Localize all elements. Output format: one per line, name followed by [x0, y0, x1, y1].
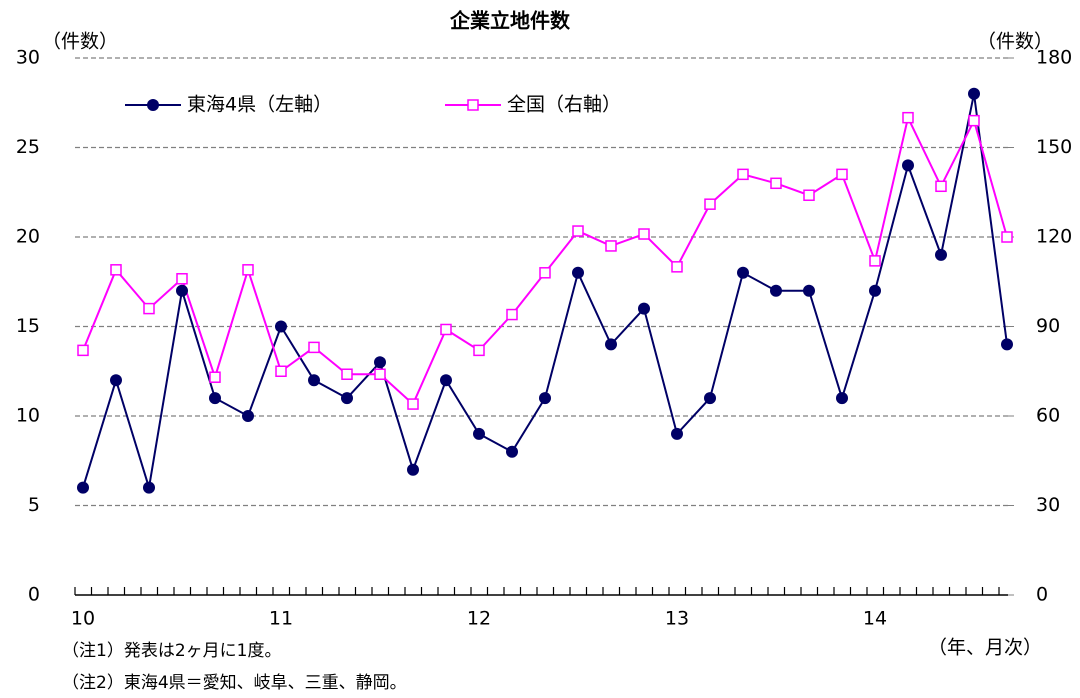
point [605, 240, 617, 252]
point [671, 427, 683, 440]
point [638, 228, 650, 240]
point [242, 264, 254, 276]
point [671, 261, 683, 273]
note: （注1）発表は2ヶ月に1度。 [62, 641, 281, 661]
series-line [82, 93, 1008, 488]
point [737, 266, 749, 279]
x-tick-label: 11 [269, 608, 293, 630]
x-tick-label: 13 [665, 608, 689, 630]
point [737, 168, 749, 181]
point [1001, 338, 1013, 351]
point [539, 392, 551, 405]
point [275, 320, 287, 333]
point [539, 267, 551, 279]
y2-tick-label: 150 [1036, 136, 1072, 158]
point [506, 445, 518, 458]
point [803, 189, 815, 201]
point [902, 159, 914, 172]
point [176, 273, 188, 285]
series-line [82, 114, 1008, 406]
y2-tick-label: 60 [1036, 405, 1060, 427]
point [704, 392, 716, 405]
point [1001, 231, 1013, 243]
point [341, 392, 353, 405]
point [143, 481, 155, 494]
point [770, 177, 782, 190]
legend-label: 東海4県（左軸） [187, 94, 332, 116]
point [176, 284, 188, 297]
point [803, 284, 815, 297]
point [605, 338, 617, 351]
point [704, 198, 716, 210]
y-axis-label: （件数） [42, 31, 118, 53]
point [110, 264, 122, 276]
y-tick-label: 25 [16, 136, 40, 158]
y-tick-label: 5 [28, 494, 40, 516]
point [869, 255, 881, 267]
point [968, 87, 980, 100]
x-tick-label: 14 [863, 608, 887, 630]
point [77, 344, 89, 357]
y2-tick-label: 120 [1036, 226, 1072, 248]
point [374, 368, 386, 380]
point [902, 111, 914, 124]
point [77, 481, 89, 494]
y-tick-label: 30 [16, 47, 40, 69]
y-tick-label: 0 [28, 584, 40, 606]
legend-label: 全国（右軸） [507, 94, 621, 116]
y2-axis-label: （件数） [977, 31, 1053, 53]
point [473, 427, 485, 440]
x-tick-label: 10 [71, 608, 95, 630]
y-tick-label: 10 [16, 405, 40, 427]
point [407, 463, 419, 476]
x-axis-label: （年、月次） [928, 637, 1042, 659]
point [147, 99, 159, 111]
point [968, 114, 980, 127]
point [209, 371, 221, 383]
point [935, 248, 947, 261]
point [467, 99, 479, 111]
point [440, 374, 452, 387]
y-tick-label: 20 [16, 226, 40, 248]
point [110, 374, 122, 387]
point [572, 225, 584, 237]
point [935, 180, 947, 193]
y2-tick-label: 30 [1036, 494, 1060, 516]
point [209, 392, 221, 405]
point [374, 356, 386, 369]
point [143, 302, 155, 315]
point [341, 368, 353, 380]
point [506, 308, 518, 321]
point [770, 284, 782, 297]
note: （注2）東海4県＝愛知、岐阜、三重、静岡。 [62, 673, 407, 693]
point [275, 365, 287, 377]
chart-title: 企業立地件数 [449, 9, 571, 33]
x-tick-label: 12 [467, 608, 491, 630]
point [308, 374, 320, 387]
point [638, 302, 650, 315]
y2-tick-label: 90 [1036, 315, 1060, 337]
y2-tick-label: 0 [1036, 584, 1048, 606]
point [473, 344, 485, 357]
point [869, 284, 881, 297]
point [836, 392, 848, 405]
point [242, 410, 254, 422]
y2-tick-label: 180 [1036, 47, 1072, 69]
y-tick-label: 15 [16, 315, 40, 337]
point [572, 266, 584, 279]
point [440, 323, 452, 336]
point [836, 168, 848, 181]
point [407, 398, 419, 410]
point [308, 341, 320, 354]
